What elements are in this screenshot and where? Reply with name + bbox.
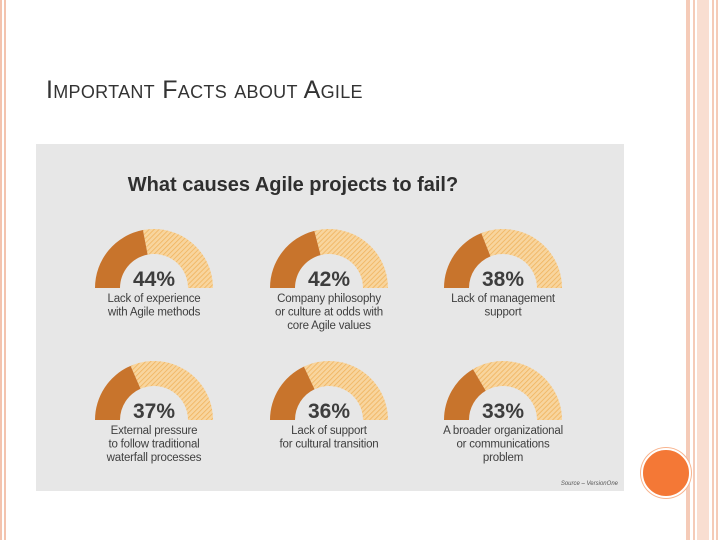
- gauge-caption-line: to follow traditional: [108, 439, 199, 451]
- gauge-value-label: 37%: [133, 400, 175, 423]
- gauge-value-label: 44%: [133, 268, 175, 291]
- gauge-value-arc: [95, 230, 148, 288]
- gauge-value-arc: [95, 365, 141, 420]
- gauge-caption: A broader organizational or communication…: [443, 425, 563, 464]
- gauge-caption-line: Lack of support: [291, 425, 368, 437]
- chart-source: Source – VersionOne: [561, 481, 619, 487]
- gauge-remainder-arc: [142, 229, 213, 288]
- decorative-circle: [641, 448, 691, 498]
- gauge-remainder-arc: [314, 229, 388, 288]
- chart-panel: What causes Agile projects to fail? 44% La…: [36, 144, 624, 491]
- gauge-remainder-arc: [481, 229, 562, 288]
- gauge-caption-line: Company philosophy: [277, 293, 381, 305]
- gauge-value-arc: [270, 230, 321, 288]
- gauge-caption: Company philosophy or culture at odds wit…: [275, 293, 383, 332]
- gauge-caption-line: or culture at odds with: [275, 307, 383, 319]
- gauge-value-label: 36%: [308, 400, 350, 423]
- gauge-chart: What causes Agile projects to fail?44%La…: [95, 174, 619, 487]
- gauge-caption-line: External pressure: [111, 425, 198, 437]
- gauge-value-arc: [270, 366, 315, 420]
- gauge-caption-line: waterfall processes: [106, 452, 202, 464]
- gauge-5: 36% Lack of support for cultural transitio…: [270, 361, 388, 451]
- gauge-value-label: 42%: [308, 268, 350, 291]
- left-border: [0, 0, 8, 540]
- gauge-3: 38% Lack of management support: [444, 229, 562, 319]
- chart-title: What causes Agile projects to fail?: [128, 174, 458, 196]
- gauge-caption-line: Lack of experience: [108, 293, 201, 305]
- gauge-4: 37% External pressure to follow traditiona…: [95, 361, 213, 464]
- gauge-caption-line: with Agile methods: [107, 307, 201, 319]
- right-border: [686, 0, 720, 540]
- gauge-value-arc: [444, 369, 486, 420]
- gauge-value-label: 33%: [482, 400, 524, 423]
- gauge-caption: Lack of experience with Agile methods: [107, 293, 201, 319]
- slide-title: Important Facts about Agile: [46, 76, 363, 104]
- gauge-remainder-arc: [472, 360, 562, 420]
- gauge-caption: External pressure to follow traditional wa…: [106, 425, 202, 464]
- gauge-caption-line: A broader organizational: [443, 425, 563, 437]
- gauge-caption: Lack of support for cultural transition: [280, 425, 379, 451]
- gauge-caption: Lack of management support: [451, 293, 556, 319]
- gauge-2: 42% Company philosophy or culture at odds …: [270, 229, 388, 332]
- gauge-remainder-arc: [303, 361, 388, 420]
- gauge-caption-line: for cultural transition: [280, 439, 379, 451]
- gauge-caption-line: Lack of management: [451, 293, 556, 305]
- gauge-caption-line: support: [485, 307, 523, 319]
- gauge-value-label: 38%: [482, 268, 524, 291]
- gauge-caption-line: problem: [483, 452, 523, 464]
- gauge-6: 33% A broader organizational or communicat…: [443, 360, 563, 464]
- gauge-value-arc: [444, 233, 491, 288]
- gauge-1: 44% Lack of experience with Agile methods: [95, 229, 213, 319]
- gauge-caption-line: core Agile values: [287, 320, 371, 332]
- gauge-caption-line: or communications: [456, 439, 550, 451]
- gauge-remainder-arc: [130, 361, 213, 420]
